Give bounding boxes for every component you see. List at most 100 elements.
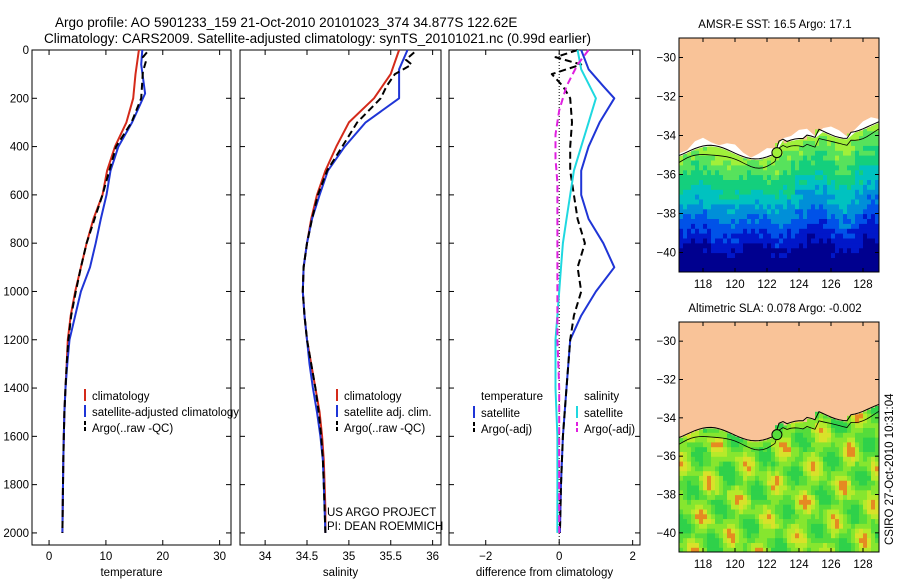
sla-map-ocean-cell <box>763 542 768 548</box>
sst-map-ocean-cell <box>859 135 864 141</box>
sst-map-ocean-cell <box>759 237 764 244</box>
sst-map-ocean-cell <box>791 164 796 171</box>
sla-map-ocean-cell <box>735 494 740 500</box>
sst-map-ocean-cell <box>747 247 752 254</box>
difference-series-temperature-argo-adj- <box>550 49 586 533</box>
sla-map-ocean-cell <box>807 523 812 529</box>
sla-map-ocean-cell <box>839 499 844 505</box>
sst-map-ocean-cell <box>699 213 704 219</box>
sla-map-ocean-cell <box>811 432 816 438</box>
sst-map-ocean-cell <box>847 218 852 224</box>
sst-map-ocean-cell <box>819 242 824 249</box>
sla-map-ocean-cell <box>799 470 804 476</box>
sst-map-lon-tick-label: 120 <box>725 279 744 291</box>
sst-map-ocean-cell <box>727 262 732 268</box>
sst-map-ocean-cell <box>711 146 716 151</box>
sla-map-ocean-cell <box>859 465 864 472</box>
sst-map-ocean-cell <box>679 228 684 234</box>
sst-map-ocean-cell <box>871 247 876 254</box>
sla-map-ocean-cell <box>755 523 760 529</box>
sla-map-ocean-cell <box>707 504 712 510</box>
sst-map-ocean-cell <box>691 262 696 268</box>
sst-map-ocean-cell <box>763 228 768 234</box>
sst-map-ocean-cell <box>875 135 879 141</box>
sla-map-ocean-cell <box>839 494 844 500</box>
sla-map-ocean-cell <box>743 451 748 457</box>
sla-map-ocean-cell <box>807 537 812 543</box>
sla-map-ocean-cell <box>711 470 716 476</box>
sst-map-ocean-cell <box>703 155 708 161</box>
sla-map-ocean-cell <box>775 504 780 510</box>
sst-map-ocean-cell <box>759 198 764 205</box>
sla-map-ocean-cell <box>835 470 840 476</box>
sst-map-ocean-cell <box>687 252 692 258</box>
sla-map-ocean-cell <box>819 461 824 467</box>
sst-map-ocean-cell <box>791 189 796 195</box>
sla-map-lon-tick-label: 118 <box>694 559 712 571</box>
sst-map-ocean-cell <box>811 247 816 254</box>
sst-map-ocean-cell <box>799 145 804 151</box>
sla-map-ocean-cell <box>803 451 808 457</box>
difference-plot-area <box>448 49 641 546</box>
sla-map-ocean-cell <box>711 437 716 443</box>
sst-map-ocean-cell <box>695 257 700 263</box>
sst-map-ocean-cell <box>707 262 712 268</box>
sst-map-ocean-cell <box>743 262 748 268</box>
sla-map-ocean-cell <box>759 518 764 524</box>
sla-map-ocean-cell <box>699 475 704 481</box>
sla-map-ocean-cell <box>703 504 708 510</box>
sla-map-lon-tick-label: 126 <box>821 559 840 571</box>
sst-map-ocean-cell <box>715 174 720 180</box>
sst-map-ocean-cell <box>775 252 780 258</box>
sst-map-ocean-cell <box>783 155 788 161</box>
sst-map-ocean-cell <box>819 247 824 254</box>
sst-map-ocean-cell <box>719 247 724 254</box>
sst-map-ocean-cell <box>823 247 828 254</box>
sla-map-ocean-cell <box>823 480 828 486</box>
sla-map-ocean-cell <box>835 480 840 486</box>
sst-map-ocean-cell <box>843 150 848 156</box>
sst-map-ocean-cell <box>815 155 820 161</box>
sst-map-ocean-cell <box>871 125 876 127</box>
sla-map-ocean-cell <box>827 532 832 539</box>
sla-map-ocean-cell <box>783 480 788 486</box>
sst-map-ocean-cell <box>691 203 696 210</box>
sst-map-ocean-cell <box>775 194 780 200</box>
sla-map-ocean-cell <box>739 461 744 467</box>
sst-map-ocean-cell <box>819 228 824 234</box>
sla-map-ocean-cell <box>875 417 879 424</box>
sla-map-ocean-cell <box>719 446 724 452</box>
sst-map-ocean-cell <box>791 252 796 258</box>
sla-map-ocean-cell <box>815 432 820 438</box>
sst-map-ocean-cell <box>863 198 868 205</box>
sst-map-ocean-cell <box>807 150 812 156</box>
sst-map-ocean-cell <box>679 174 684 180</box>
sst-map-ocean-cell <box>707 155 712 161</box>
sla-map-ocean-cell <box>679 504 684 510</box>
sst-map-ocean-cell <box>799 174 804 180</box>
sst-map-ocean-cell <box>851 257 856 263</box>
sst-map-ocean-cell <box>711 208 716 215</box>
sla-map-ocean-cell <box>783 470 788 476</box>
sst-map-ocean-cell <box>855 223 860 229</box>
project-credit: US ARGO PROJECT <box>327 507 436 519</box>
sst-map-ocean-cell <box>847 189 852 195</box>
sla-map-ocean-cell <box>811 547 816 552</box>
sst-map-ocean-cell <box>739 208 744 215</box>
sst-map-lon-tick-label: 128 <box>853 279 872 291</box>
sst-map-ocean-cell <box>835 174 840 180</box>
sst-map-ocean-cell <box>707 203 712 210</box>
sst-map-ocean-cell <box>843 233 848 239</box>
sla-map-ocean-cell <box>867 489 872 496</box>
sla-map-ocean-cell <box>731 528 736 534</box>
temperature-x-tick-label: 0 <box>46 551 52 563</box>
sst-map-ocean-cell <box>859 150 864 156</box>
sst-map-ocean-cell <box>791 242 796 249</box>
sst-map-ocean-cell <box>795 262 800 268</box>
sla-map-ocean-cell <box>767 494 772 500</box>
sla-map-ocean-cell <box>743 537 748 543</box>
sst-map-title: AMSR-E SST: 16.5 Argo: 17.1 <box>698 19 851 31</box>
sla-map-ocean-cell <box>863 456 868 462</box>
sla-map-ocean-cell <box>683 513 688 520</box>
sla-map-ocean-cell <box>767 484 772 491</box>
